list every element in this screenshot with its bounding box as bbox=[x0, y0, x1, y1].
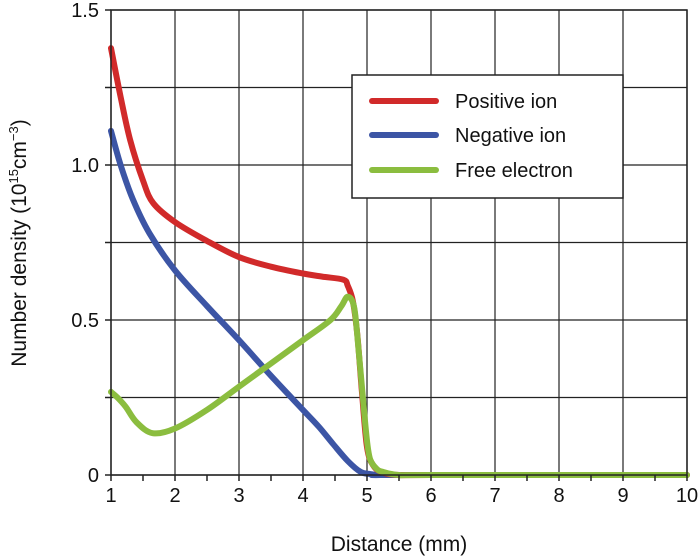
y-axis-title-exp1: 15 bbox=[6, 169, 21, 183]
x-tick-label: 5 bbox=[361, 485, 372, 507]
x-tick-label: 1 bbox=[105, 485, 116, 507]
x-tick-label: 8 bbox=[553, 485, 564, 507]
y-tick-label: 1.0 bbox=[71, 155, 99, 177]
y-tick-labels: 0 0.5 1.0 1.5 bbox=[71, 0, 99, 487]
x-tick-label: 7 bbox=[489, 485, 500, 507]
x-tick-label: 6 bbox=[425, 485, 436, 507]
y-tick-label: 1.5 bbox=[71, 0, 99, 22]
x-tick-label: 9 bbox=[617, 485, 628, 507]
x-axis-title: Distance (mm) bbox=[331, 533, 468, 556]
x-tick-label: 10 bbox=[676, 485, 698, 507]
legend-label-free-electron: Free electron bbox=[455, 160, 573, 182]
legend: Positive ion Negative ion Free electron bbox=[351, 74, 624, 199]
y-axis-title-unit: cm bbox=[8, 141, 31, 169]
y-axis-title: Number density (1015cm−3) bbox=[6, 119, 31, 367]
x-tick-labels: 1 2 3 4 5 6 7 8 9 10 bbox=[105, 485, 698, 507]
y-axis-title-main: Number density (10 bbox=[8, 184, 31, 367]
x-tick-label: 2 bbox=[169, 485, 180, 507]
legend-label-positive-ion: Positive ion bbox=[455, 91, 557, 113]
y-axis-title-exp2: −3 bbox=[6, 126, 21, 141]
y-tick-label: 0 bbox=[88, 465, 99, 487]
series-line-free-electron bbox=[108, 293, 690, 479]
axis-ticks bbox=[105, 9, 688, 481]
x-tick-label: 3 bbox=[233, 485, 244, 507]
y-tick-label: 0.5 bbox=[71, 310, 99, 332]
legend-label-negative-ion: Negative ion bbox=[455, 125, 566, 147]
y-axis-title-end: ) bbox=[8, 119, 31, 126]
x-tick-label: 4 bbox=[297, 485, 308, 507]
